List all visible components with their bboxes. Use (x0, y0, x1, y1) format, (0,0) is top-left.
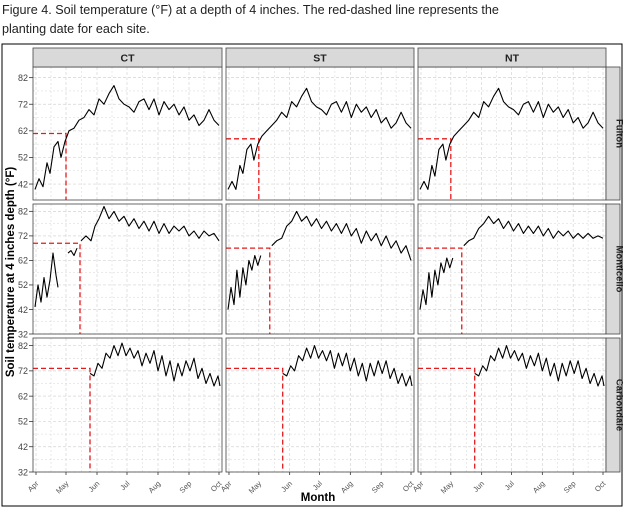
temperature-series-line (227, 210, 412, 310)
x-tick-label: Apr (411, 479, 426, 494)
temperature-series-line (419, 87, 604, 190)
panel-background (226, 338, 414, 472)
x-tick-label: Sep (370, 479, 386, 495)
temperature-series-line (419, 215, 604, 310)
y-tick-label: 32 (18, 329, 28, 339)
panel-background (418, 204, 606, 334)
column-label-nt: NT (505, 53, 520, 65)
y-tick-label: 72 (18, 366, 28, 376)
row-strip-monticello (605, 203, 621, 335)
panel-fulton-st (225, 66, 415, 201)
column-strip-st (225, 47, 415, 68)
panel-monticello-ct (32, 203, 223, 335)
panel-border (32, 337, 223, 473)
y-axis-title: Soil temperature at 4 inches depth (°F) (5, 167, 17, 378)
column-label-ct: CT (121, 53, 136, 65)
panel-background (33, 67, 222, 200)
panel-fulton-ct (32, 66, 223, 201)
y-tick-label: 62 (18, 391, 28, 401)
column-strip-nt (417, 47, 607, 68)
temperature-series-line (89, 342, 221, 387)
row-strip-carbondale (605, 337, 621, 473)
row-label-fulton: Fulton (614, 119, 624, 148)
y-tick-label: 82 (18, 73, 28, 83)
planting-date-line (226, 247, 271, 334)
figure-frame (1, 43, 623, 507)
panel-background (418, 67, 606, 200)
temperature-series-line (227, 87, 412, 190)
planting-date-line (33, 242, 81, 334)
panel-carbondale-ct (32, 337, 223, 473)
panel-background (33, 338, 222, 472)
x-tick-label: May (439, 479, 456, 496)
temperature-series-line (34, 205, 220, 308)
x-tick-label: May (247, 479, 264, 496)
x-tick-label: May (54, 479, 71, 496)
column-strip-ct (32, 47, 223, 68)
y-tick-label: 72 (18, 231, 28, 241)
figure-caption: Figure 4. Soil temperature (°F) at a dep… (2, 1, 622, 39)
x-tick-label: Sep (562, 479, 578, 495)
y-tick-label: 52 (18, 280, 28, 290)
x-tick-label: Jun (471, 479, 486, 494)
x-tick-label: Aug (339, 479, 355, 495)
y-tick-label: 52 (18, 153, 28, 163)
panel-carbondale-nt (417, 337, 607, 473)
y-tick-label: 82 (18, 341, 28, 351)
row-label-carbondale: Carbondale (614, 379, 624, 431)
planting-date-line (418, 138, 452, 200)
x-tick-label: Apr (26, 479, 41, 494)
x-axis-title: Month (301, 492, 335, 504)
panel-background (226, 67, 414, 200)
y-tick-label: 42 (18, 305, 28, 315)
panel-monticello-nt (417, 203, 607, 335)
y-tick-label: 42 (18, 179, 28, 189)
planting-date-line (226, 138, 260, 200)
panel-grid (32, 66, 607, 473)
facet-strips: CT ST NT Fulton Monticello Carbondale (32, 47, 624, 473)
x-tick-label: Oct (593, 478, 608, 493)
temperature-series-line (282, 345, 413, 387)
panel-monticello-st (225, 203, 415, 335)
caption-line-2: planting date for each site. (2, 22, 150, 36)
planting-date-line (33, 132, 67, 200)
panel-carbondale-st (225, 337, 415, 473)
x-tick-label: Jun (86, 479, 101, 494)
panel-border (225, 203, 415, 335)
column-label-st: ST (313, 53, 327, 65)
planting-date-line (418, 367, 476, 472)
x-tick-label: Jul (118, 479, 131, 492)
y-tick-label: 32 (18, 467, 28, 477)
caption-line-1: Figure 4. Soil temperature (°F) at a dep… (2, 3, 499, 17)
x-tick-label: Jun (279, 479, 294, 494)
x-tick-label: Jul (311, 479, 324, 492)
panel-background (418, 338, 606, 472)
y-tick-label: 42 (18, 442, 28, 452)
y-tick-label: 62 (18, 256, 28, 266)
y-tick-label: 52 (18, 417, 28, 427)
temperature-series-line (474, 345, 605, 387)
planting-date-line (33, 367, 91, 472)
temperature-series-line (34, 85, 220, 190)
y-tick-label: 82 (18, 207, 28, 217)
planting-date-line (418, 247, 463, 334)
panel-fulton-nt (417, 66, 607, 201)
x-tick-label: Aug (147, 479, 163, 495)
planting-date-line (226, 367, 284, 472)
y-tick-label: 62 (18, 126, 28, 136)
panel-background (33, 204, 222, 334)
row-strip-fulton (605, 66, 621, 201)
x-tick-label: Sep (178, 479, 194, 495)
y-tick-label: 72 (18, 100, 28, 110)
x-tick-label: Apr (219, 479, 234, 494)
x-tick-label: Aug (531, 479, 547, 495)
row-label-monticello: Monticello (614, 246, 624, 293)
panel-border (225, 337, 415, 473)
x-tick-label: Jul (503, 479, 516, 492)
panel-border (32, 203, 223, 335)
